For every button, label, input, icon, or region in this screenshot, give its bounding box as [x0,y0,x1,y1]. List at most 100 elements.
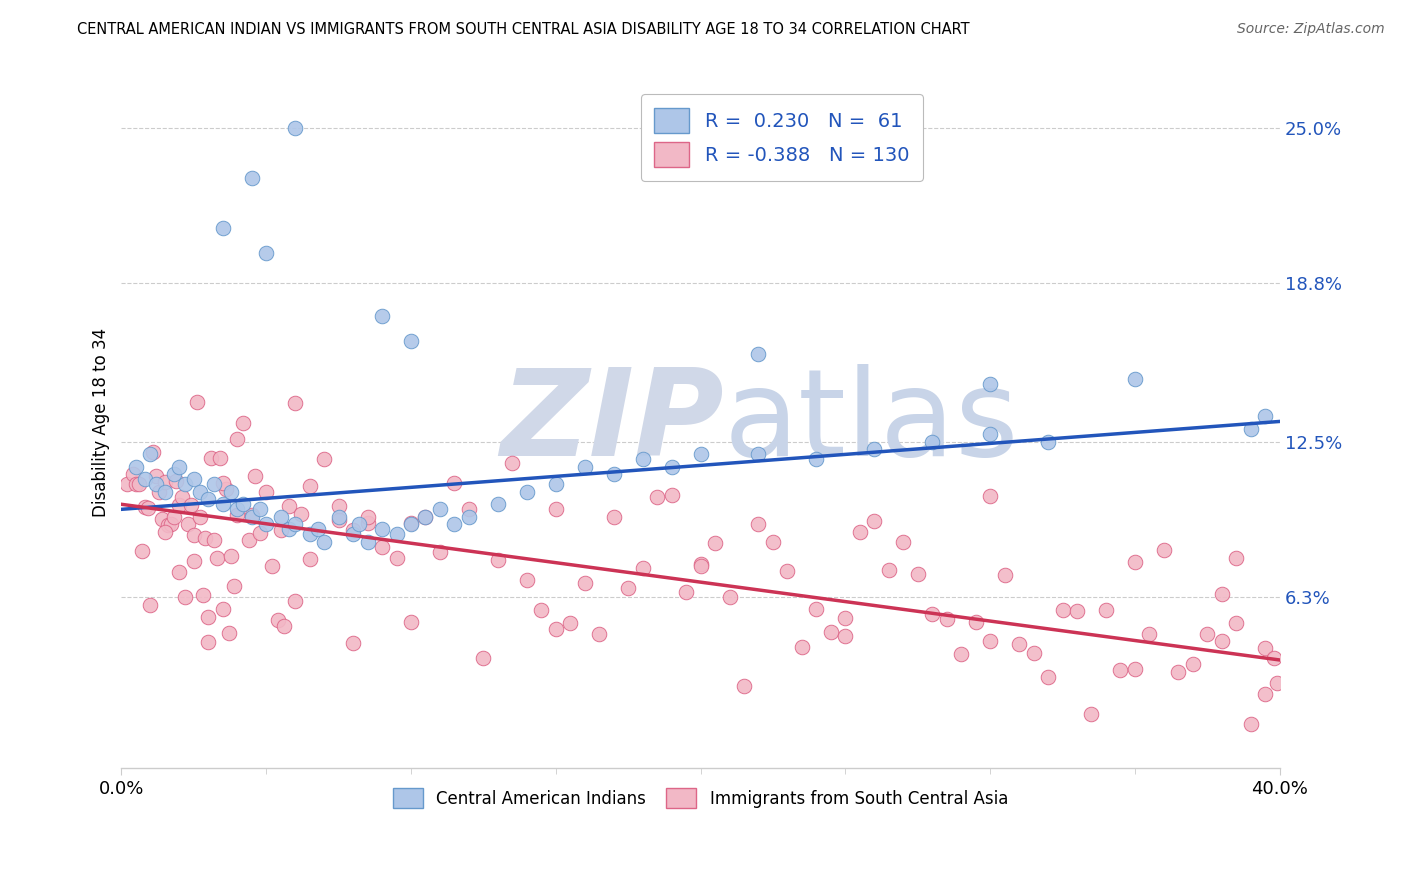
Point [747,346,769,360]
Point [1225,615,1247,630]
Point [399,517,422,532]
Point [907,566,929,581]
Point [501,456,523,470]
Point [243,468,266,483]
Point [574,576,596,591]
Point [675,585,697,599]
Point [342,527,364,541]
Point [661,488,683,502]
Point [183,528,205,542]
Point [139,447,162,461]
Point [240,509,263,524]
Point [254,246,277,260]
Point [134,472,156,486]
Point [238,533,260,547]
Point [191,588,214,602]
Point [254,485,277,500]
Point [1211,633,1233,648]
Point [820,625,842,640]
Point [162,509,184,524]
Point [790,640,813,654]
Point [1036,434,1059,449]
Point [200,451,222,466]
Point [544,477,567,491]
Point [159,517,181,532]
Point [202,477,225,491]
Point [284,396,307,410]
Point [153,484,176,499]
Point [1022,646,1045,660]
Point [979,489,1001,503]
Point [188,484,211,499]
Point [776,564,799,578]
Point [221,549,243,563]
Point [574,459,596,474]
Point [211,475,233,490]
Point [328,509,350,524]
Point [965,615,987,630]
Point [215,482,238,496]
Point [166,474,188,488]
Point [328,513,350,527]
Point [1123,555,1146,569]
Point [399,516,422,530]
Point [226,508,249,522]
Point [689,447,711,461]
Point [139,598,162,612]
Point [1225,550,1247,565]
Point [183,472,205,486]
Point [458,502,481,516]
Point [1109,663,1132,677]
Point [486,497,509,511]
Point [145,477,167,491]
Point [443,476,465,491]
Point [429,545,451,559]
Point [180,498,202,512]
Point [254,517,277,532]
Point [240,508,263,522]
Point [834,629,856,643]
Text: CENTRAL AMERICAN INDIAN VS IMMIGRANTS FROM SOUTH CENTRAL ASIA DISABILITY AGE 18 : CENTRAL AMERICAN INDIAN VS IMMIGRANTS FR… [77,22,970,37]
Point [115,477,138,491]
Point [156,518,179,533]
Point [249,502,271,516]
Point [260,559,283,574]
Point [183,554,205,568]
Point [689,559,711,574]
Point [385,551,408,566]
Point [921,607,943,621]
Point [530,603,553,617]
Point [1263,651,1285,665]
Point [806,601,828,615]
Point [516,573,538,587]
Point [186,395,208,409]
Point [125,459,148,474]
Point [174,477,197,491]
Point [270,509,292,524]
Point [273,618,295,632]
Point [136,500,159,515]
Point [1036,670,1059,684]
Point [162,467,184,482]
Point [385,527,408,541]
Point [122,467,145,482]
Point [270,523,292,537]
Point [921,434,943,449]
Point [131,543,153,558]
Point [197,610,219,624]
Point [284,594,307,608]
Point [226,432,249,446]
Point [588,626,610,640]
Point [232,416,254,430]
Point [298,479,321,493]
Point [211,497,233,511]
Point [221,484,243,499]
Point [347,517,370,532]
Point [197,492,219,507]
Point [328,500,350,514]
Point [704,536,727,550]
Point [224,579,246,593]
Point [342,636,364,650]
Point [544,622,567,636]
Point [399,334,422,348]
